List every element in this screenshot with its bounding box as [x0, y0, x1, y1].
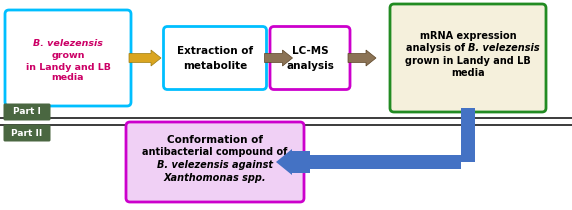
FancyBboxPatch shape	[5, 10, 131, 106]
Text: media: media	[451, 68, 485, 78]
FancyBboxPatch shape	[164, 26, 267, 89]
Text: B. velezensis against: B. velezensis against	[157, 160, 273, 170]
FancyBboxPatch shape	[3, 104, 50, 121]
Text: Extraction of: Extraction of	[177, 46, 253, 56]
Text: analysis of: analysis of	[406, 43, 468, 53]
Text: media: media	[51, 74, 84, 83]
FancyArrow shape	[264, 50, 292, 66]
Text: mRNA expression: mRNA expression	[420, 31, 517, 41]
Text: B. velezensis: B. velezensis	[468, 43, 539, 53]
Bar	[461, 108, 475, 162]
Text: B. velezensis: B. velezensis	[33, 39, 103, 49]
Text: Xanthomonas spp.: Xanthomonas spp.	[164, 173, 267, 183]
Text: Conformation of: Conformation of	[167, 135, 263, 145]
Text: Part II: Part II	[11, 129, 43, 138]
FancyArrow shape	[129, 50, 161, 66]
Text: Part I: Part I	[13, 108, 41, 117]
FancyBboxPatch shape	[3, 125, 50, 142]
Text: grown in Landy and LB: grown in Landy and LB	[405, 56, 531, 66]
FancyArrow shape	[348, 50, 376, 66]
Text: in Landy and LB: in Landy and LB	[26, 63, 110, 71]
FancyBboxPatch shape	[270, 26, 350, 89]
Bar	[310, 155, 461, 169]
Text: LC-MS: LC-MS	[292, 46, 328, 56]
Text: antibacterial compound of: antibacterial compound of	[142, 147, 288, 157]
Text: metabolite: metabolite	[183, 61, 247, 71]
Text: grown: grown	[51, 51, 85, 60]
FancyArrow shape	[276, 149, 310, 175]
FancyBboxPatch shape	[390, 4, 546, 112]
FancyBboxPatch shape	[126, 122, 304, 202]
Text: analysis: analysis	[286, 61, 334, 71]
